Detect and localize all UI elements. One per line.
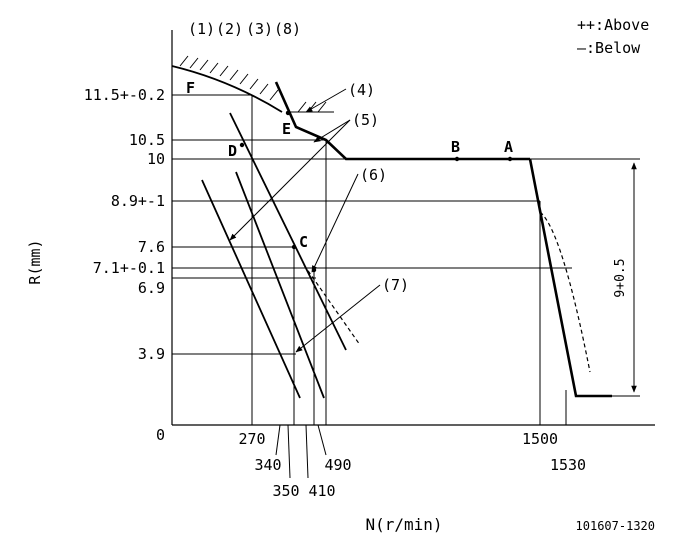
y-tick-7.1: 7.1+-0.1 [93, 259, 165, 277]
x-tick-410: 410 [308, 482, 335, 500]
leader-490 [317, 424, 327, 456]
point-C: C [299, 233, 308, 251]
high-speed-droop [528, 158, 612, 398]
callout-7-leader [295, 284, 381, 353]
y-tick-8.9: 8.9+-1 [111, 192, 165, 210]
legend-below: —:Below [577, 39, 641, 57]
x-tick-270: 270 [238, 430, 265, 448]
callout-6-leader [311, 173, 359, 273]
idle-line-upper-below [303, 264, 361, 346]
header-label-8: (8) [274, 20, 301, 38]
leader-410 [305, 424, 309, 479]
leader-350 [287, 424, 291, 479]
idle-line-upper [229, 112, 347, 351]
x-tick-490: 490 [324, 456, 351, 474]
callout-5: (5) [352, 111, 379, 129]
callout-6: (6) [360, 166, 387, 184]
header-label-1: (1) [188, 20, 215, 38]
y-axis-label: R(mm) [26, 239, 44, 284]
x-tick-340: 340 [254, 456, 281, 474]
leader-340 [275, 424, 281, 456]
callout-4: (4) [348, 81, 375, 99]
x-tick-1530: 1530 [550, 456, 586, 474]
y-tick-10.5: 10.5 [129, 131, 165, 149]
y-tick-7.6: 7.6 [138, 238, 165, 256]
y-tick-3.9: 3.9 [138, 345, 165, 363]
point-A: A [504, 138, 513, 156]
x-axis-label: N(r/min) [365, 515, 442, 534]
high-speed-droop-below [539, 211, 591, 373]
x-tick-350: 350 [272, 482, 299, 500]
y-tick-6.9: 6.9 [138, 279, 165, 297]
idle-line-mid [235, 171, 325, 399]
torque-cap-hatching [297, 101, 327, 113]
legend-above: ++:Above [577, 16, 649, 34]
point-F: F [186, 79, 195, 97]
idle-line-lower [201, 179, 301, 399]
callout-4-leader [305, 88, 347, 113]
upper-limit-boundary [171, 65, 283, 113]
callout-7: (7) [382, 276, 409, 294]
point-D: D [228, 142, 237, 160]
dimension-label: 9+0.5 [613, 258, 628, 297]
y-tick-11.5: 11.5+-0.2 [84, 86, 165, 104]
callout-5-leader-a [313, 119, 351, 143]
callout-5-leader-b [229, 119, 351, 241]
header-label-2: (2) [216, 20, 243, 38]
header-label-3: (3) [246, 20, 273, 38]
y-tick-10: 10 [147, 150, 165, 168]
y-tick-0: 0 [156, 426, 165, 444]
x-tick-1500: 1500 [522, 430, 558, 448]
boundary-hatching [179, 55, 279, 101]
point-E: E [282, 120, 291, 138]
drawing-number: 101607-1320 [576, 519, 655, 533]
main-governor-curve [274, 81, 530, 161]
point-B: B [451, 138, 460, 156]
point-markers [239, 110, 513, 273]
